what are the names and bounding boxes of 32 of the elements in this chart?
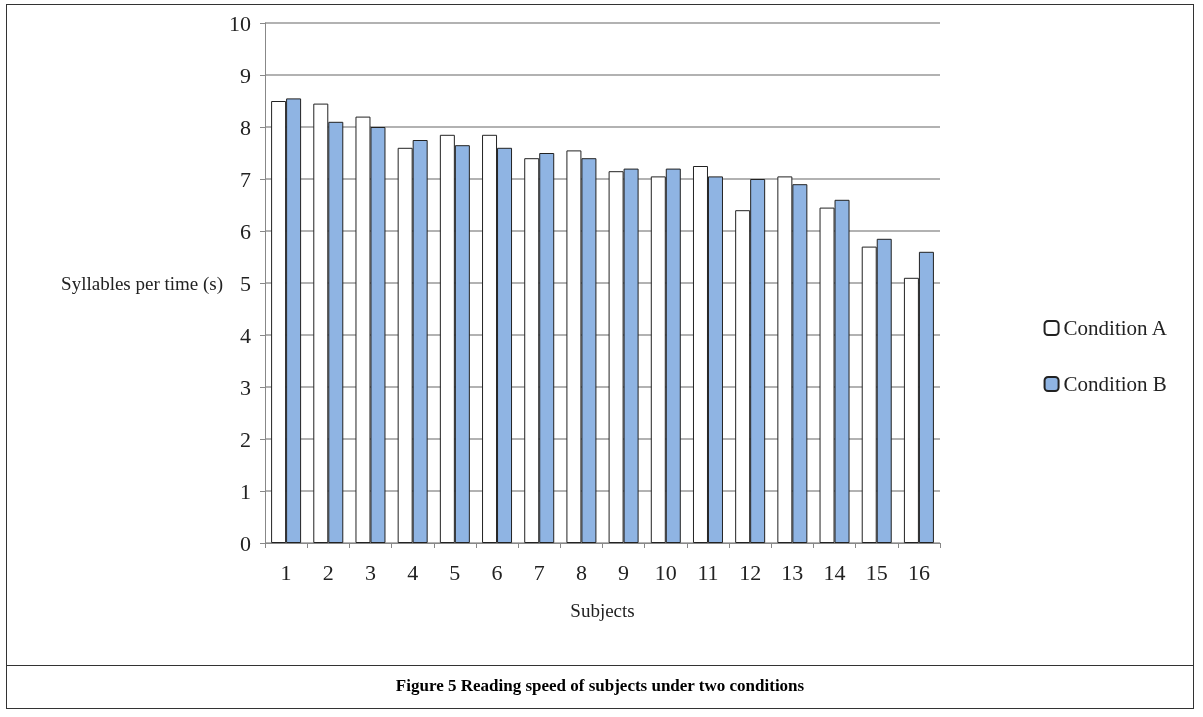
x-tick-label: 5 [449,559,461,585]
y-tick-label: 1 [240,478,251,504]
y-tick-label: 2 [240,426,251,452]
legend-label: Condition A [1063,316,1168,340]
x-tick-label: 9 [618,559,630,585]
y-tick-label: 9 [240,62,251,88]
y-tick-label: 5 [240,270,251,296]
x-tick-label: 4 [407,559,419,585]
x-tick-label: 11 [697,559,719,585]
y-tick-label: 7 [240,166,251,192]
x-tick-label: 6 [491,559,503,585]
y-tick-label: 10 [229,10,251,36]
x-tick-label: 8 [575,559,587,585]
x-tick-label: 10 [654,559,677,585]
text: Figure 5 Reading speed of subjects under two conditions [395,676,805,695]
x-tick-label: 14 [823,559,846,585]
x-tick-label: 3 [364,559,376,585]
x-axis-title: Subjects [570,600,635,621]
x-tick-label: 15 [865,559,888,585]
x-tick-label: 7 [533,559,545,585]
x-tick-label: 1 [280,559,292,585]
x-tick-label: 12 [739,559,762,585]
x-tick-label: 16 [907,559,930,585]
y-tick-label: 6 [240,218,251,244]
y-tick-label: 0 [240,530,251,556]
x-tick-label: 2 [322,559,334,585]
y-tick-label: 4 [240,322,251,348]
legend-label: Condition B [1063,372,1167,396]
x-tick-label: 13 [781,559,804,585]
y-tick-label: 3 [240,374,251,400]
y-axis-title: Syllables per time (s) [61,272,224,295]
y-tick-label: 8 [240,114,251,140]
